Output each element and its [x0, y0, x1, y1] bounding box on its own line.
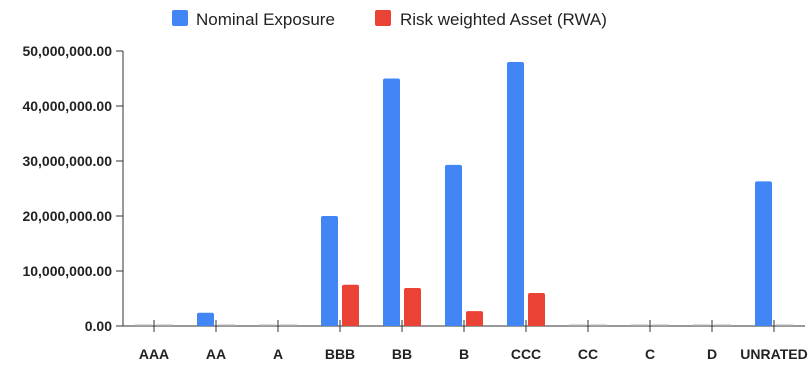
- y-tick-label: 0.00: [85, 318, 112, 334]
- y-tick-label: 20,000,000.00: [22, 208, 112, 224]
- x-axis: AAA AA A BBB BB B CCC CC C D UNRATED: [123, 320, 808, 362]
- bars: [135, 62, 793, 326]
- x-tick-label: D: [707, 346, 717, 362]
- bar-nominal-exposure-ccc: [507, 62, 524, 326]
- bar-nominal-exposure-bbb: [321, 216, 338, 326]
- x-tick-label: UNRATED: [740, 346, 807, 362]
- x-tick-label: C: [645, 346, 655, 362]
- x-tick-label: BBB: [325, 346, 355, 362]
- legend-swatch-nominal-exposure: [172, 10, 188, 26]
- bar-nominal-exposure-unrated: [755, 181, 772, 326]
- bar-rwa-bbb: [342, 284, 359, 326]
- bar-rwa-b: [466, 311, 483, 326]
- y-axis: 0.00 10,000,000.00 20,000,000.00 30,000,000…: [22, 43, 124, 334]
- x-tick-label: CCC: [511, 346, 541, 362]
- legend-label-nominal-exposure: Nominal Exposure: [196, 10, 335, 29]
- legend-swatch-rwa: [375, 10, 391, 26]
- x-tick-label: CC: [578, 346, 598, 362]
- y-tick-label: 50,000,000.00: [22, 43, 112, 59]
- bar-nominal-exposure-aa: [197, 312, 214, 326]
- x-tick-label: AA: [206, 346, 226, 362]
- y-tick-label: 10,000,000.00: [22, 263, 112, 279]
- bar-nominal-exposure-b: [445, 164, 462, 326]
- x-tick-label: B: [459, 346, 469, 362]
- x-tick-label: BB: [392, 346, 412, 362]
- bar-nominal-exposure-bb: [383, 78, 400, 326]
- legend-label-rwa: Risk weighted Asset (RWA): [400, 10, 607, 29]
- y-tick-label: 40,000,000.00: [22, 98, 112, 114]
- x-tick-label: A: [273, 346, 283, 362]
- bar-rwa-ccc: [528, 293, 545, 326]
- bar-rwa-bb: [404, 288, 421, 326]
- x-tick-label: AAA: [139, 346, 169, 362]
- legend: Nominal Exposure Risk weighted Asset (RW…: [172, 10, 607, 29]
- y-tick-label: 30,000,000.00: [22, 153, 112, 169]
